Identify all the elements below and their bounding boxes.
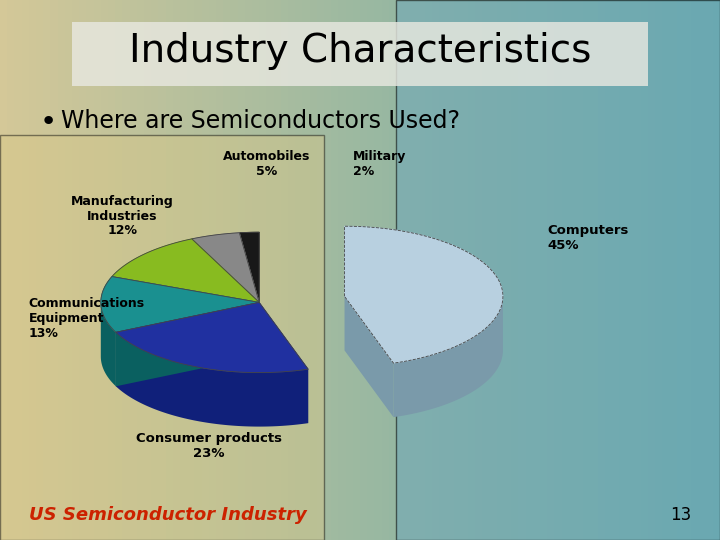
Text: Consumer products
23%: Consumer products 23%: [136, 432, 282, 460]
FancyBboxPatch shape: [0, 135, 324, 540]
Text: Computers
45%: Computers 45%: [547, 224, 629, 252]
Text: •: •: [40, 107, 57, 136]
Text: Manufacturing
Industries
12%: Manufacturing Industries 12%: [71, 194, 174, 238]
Polygon shape: [345, 296, 394, 417]
Polygon shape: [112, 239, 259, 302]
Text: Communications
Equipment
13%: Communications Equipment 13%: [29, 297, 145, 340]
Polygon shape: [116, 302, 259, 386]
Polygon shape: [101, 276, 259, 332]
Polygon shape: [101, 303, 116, 386]
Polygon shape: [345, 226, 503, 363]
Polygon shape: [116, 302, 259, 386]
Text: Where are Semiconductors Used?: Where are Semiconductors Used?: [61, 110, 460, 133]
Polygon shape: [116, 332, 308, 427]
Text: Industry Characteristics: Industry Characteristics: [129, 32, 591, 70]
Polygon shape: [394, 296, 503, 417]
Text: 13: 13: [670, 506, 691, 524]
Text: Automobiles
5%: Automobiles 5%: [222, 150, 310, 178]
Polygon shape: [116, 302, 308, 373]
Polygon shape: [239, 232, 259, 302]
Text: US Semiconductor Industry: US Semiconductor Industry: [29, 506, 307, 524]
FancyBboxPatch shape: [396, 0, 720, 540]
Polygon shape: [192, 233, 259, 302]
Text: Military
2%: Military 2%: [353, 150, 406, 178]
Polygon shape: [259, 302, 308, 423]
